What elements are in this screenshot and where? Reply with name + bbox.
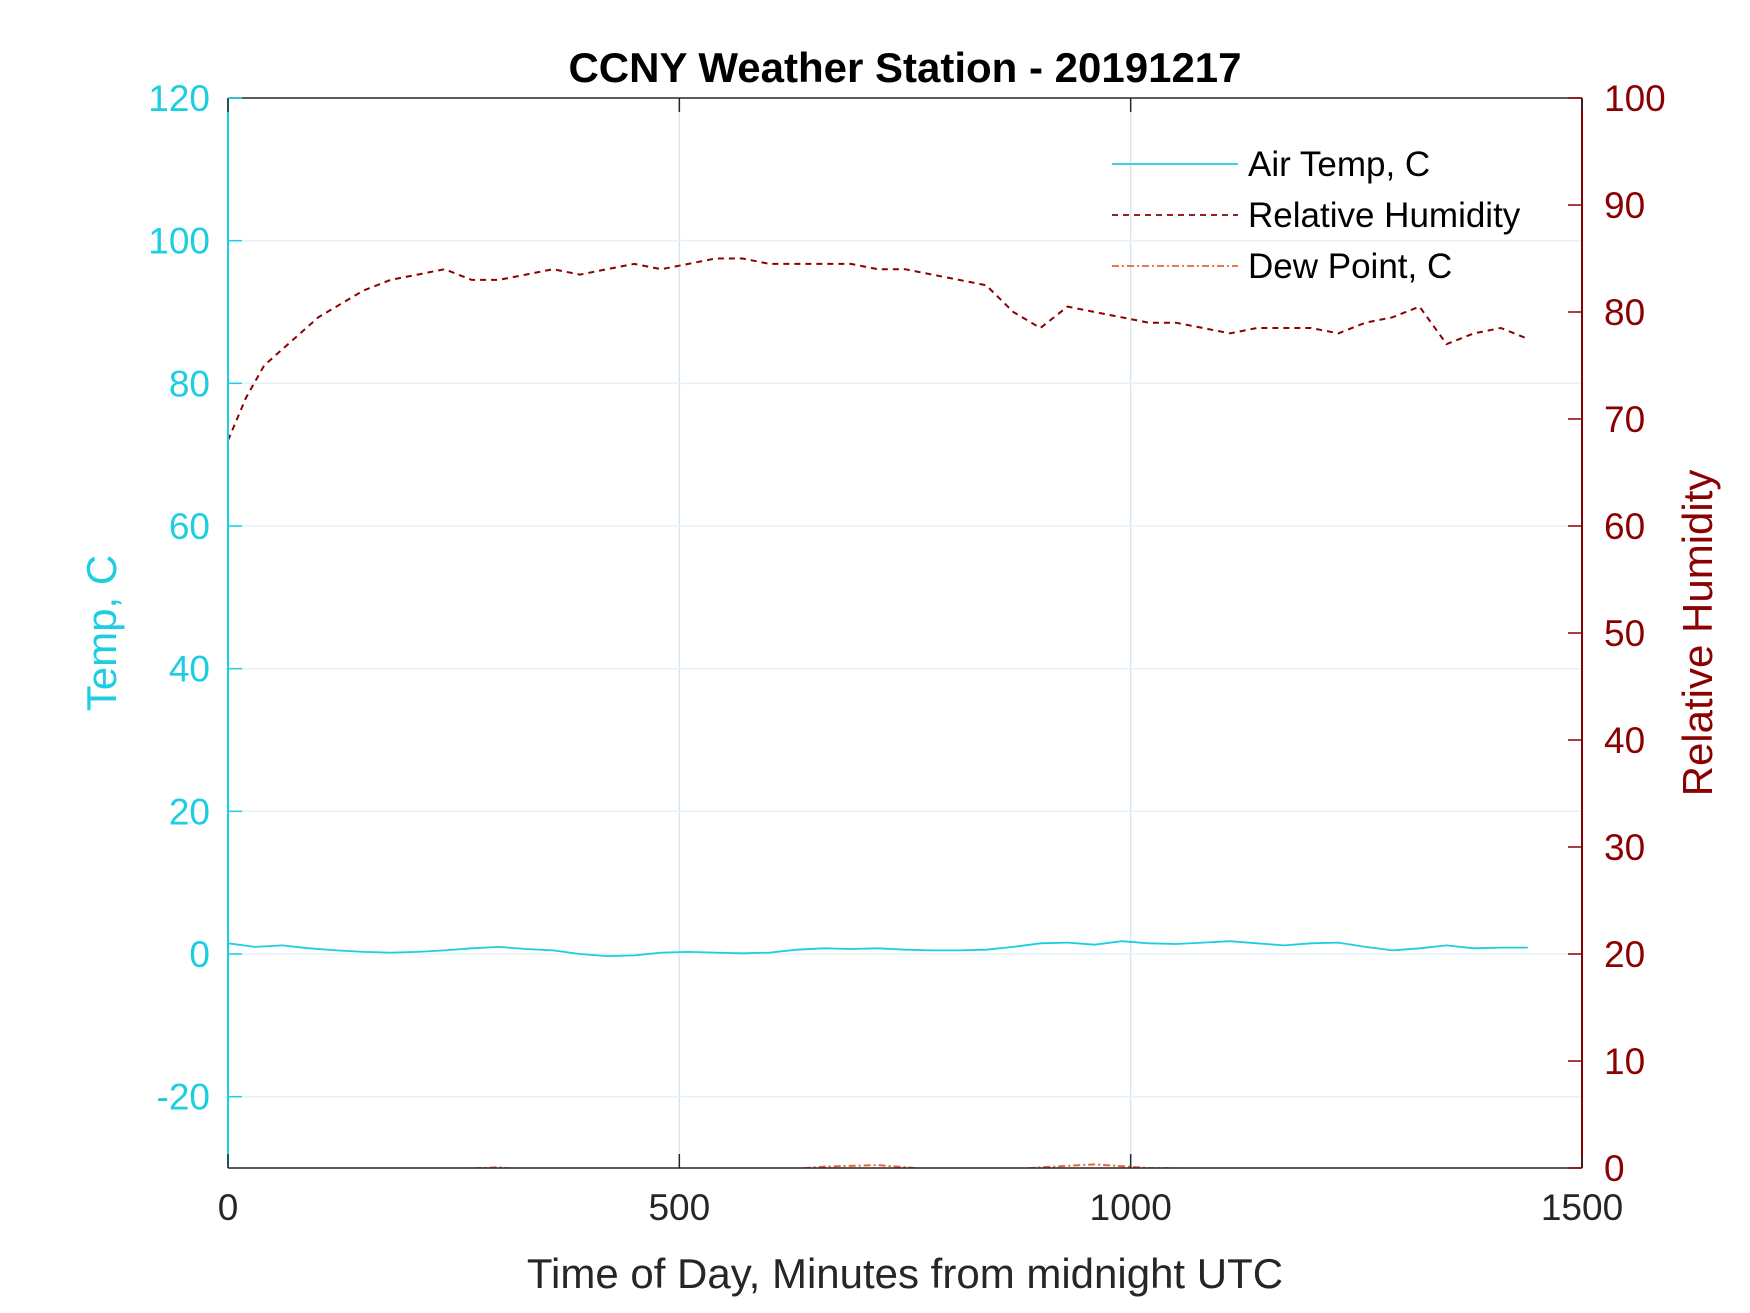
x-axis-label: Time of Day, Minutes from midnight UTC (527, 1250, 1283, 1297)
y-right-tick-label: 20 (1604, 934, 1645, 975)
y-axis-left-label: Temp, C (78, 555, 125, 711)
y-right-tick-label: 40 (1604, 720, 1645, 761)
x-tick-label: 1000 (1090, 1187, 1172, 1228)
y-right-tick-label: 80 (1604, 292, 1645, 333)
y-right-tick-label: 10 (1604, 1041, 1645, 1082)
y-left-tick-label: -20 (157, 1077, 210, 1118)
x-tick-label: 1500 (1541, 1187, 1623, 1228)
y-left-tick-label: 20 (169, 791, 210, 832)
x-tick-label: 500 (648, 1187, 710, 1228)
legend-label-1: Relative Humidity (1248, 196, 1521, 235)
y-axis-right-label: Relative Humidity (1674, 470, 1721, 797)
y-right-tick-label: 70 (1604, 399, 1645, 440)
y-left-tick-label: 120 (148, 78, 210, 119)
y-left-tick-label: 100 (148, 221, 210, 262)
legend-label-0: Air Temp, C (1248, 145, 1430, 184)
legend: Air Temp, C Relative Humidity Dew Point, C (1112, 145, 1521, 286)
series-line-2 (454, 1163, 1211, 1168)
y-left-tick-label: 40 (169, 649, 210, 690)
axes: 0 500 1000 1500 -20 0 20 40 60 80 100 120 0 10 20 30 40 5… (148, 78, 1665, 1228)
y-right-tick-label: 0 (1604, 1148, 1625, 1189)
grid (228, 98, 1582, 1168)
y-right-tick-label: 50 (1604, 613, 1645, 654)
y-right-tick-label: 30 (1604, 827, 1645, 868)
y-left-tick-label: 80 (169, 363, 210, 404)
y-right-tick-label: 100 (1604, 78, 1666, 119)
y-left-tick-label: 60 (169, 506, 210, 547)
legend-label-2: Dew Point, C (1248, 247, 1452, 286)
chart-title: CCNY Weather Station - 20191217 (568, 44, 1241, 91)
y-right-tick-label: 90 (1604, 185, 1645, 226)
plot-series (228, 257, 1529, 1168)
y-left-tick-label: 0 (189, 934, 210, 975)
y-right-tick-label: 60 (1604, 506, 1645, 547)
series-line-0 (228, 940, 1528, 958)
series-line-1 (228, 257, 1529, 441)
x-tick-label: 0 (218, 1187, 239, 1228)
